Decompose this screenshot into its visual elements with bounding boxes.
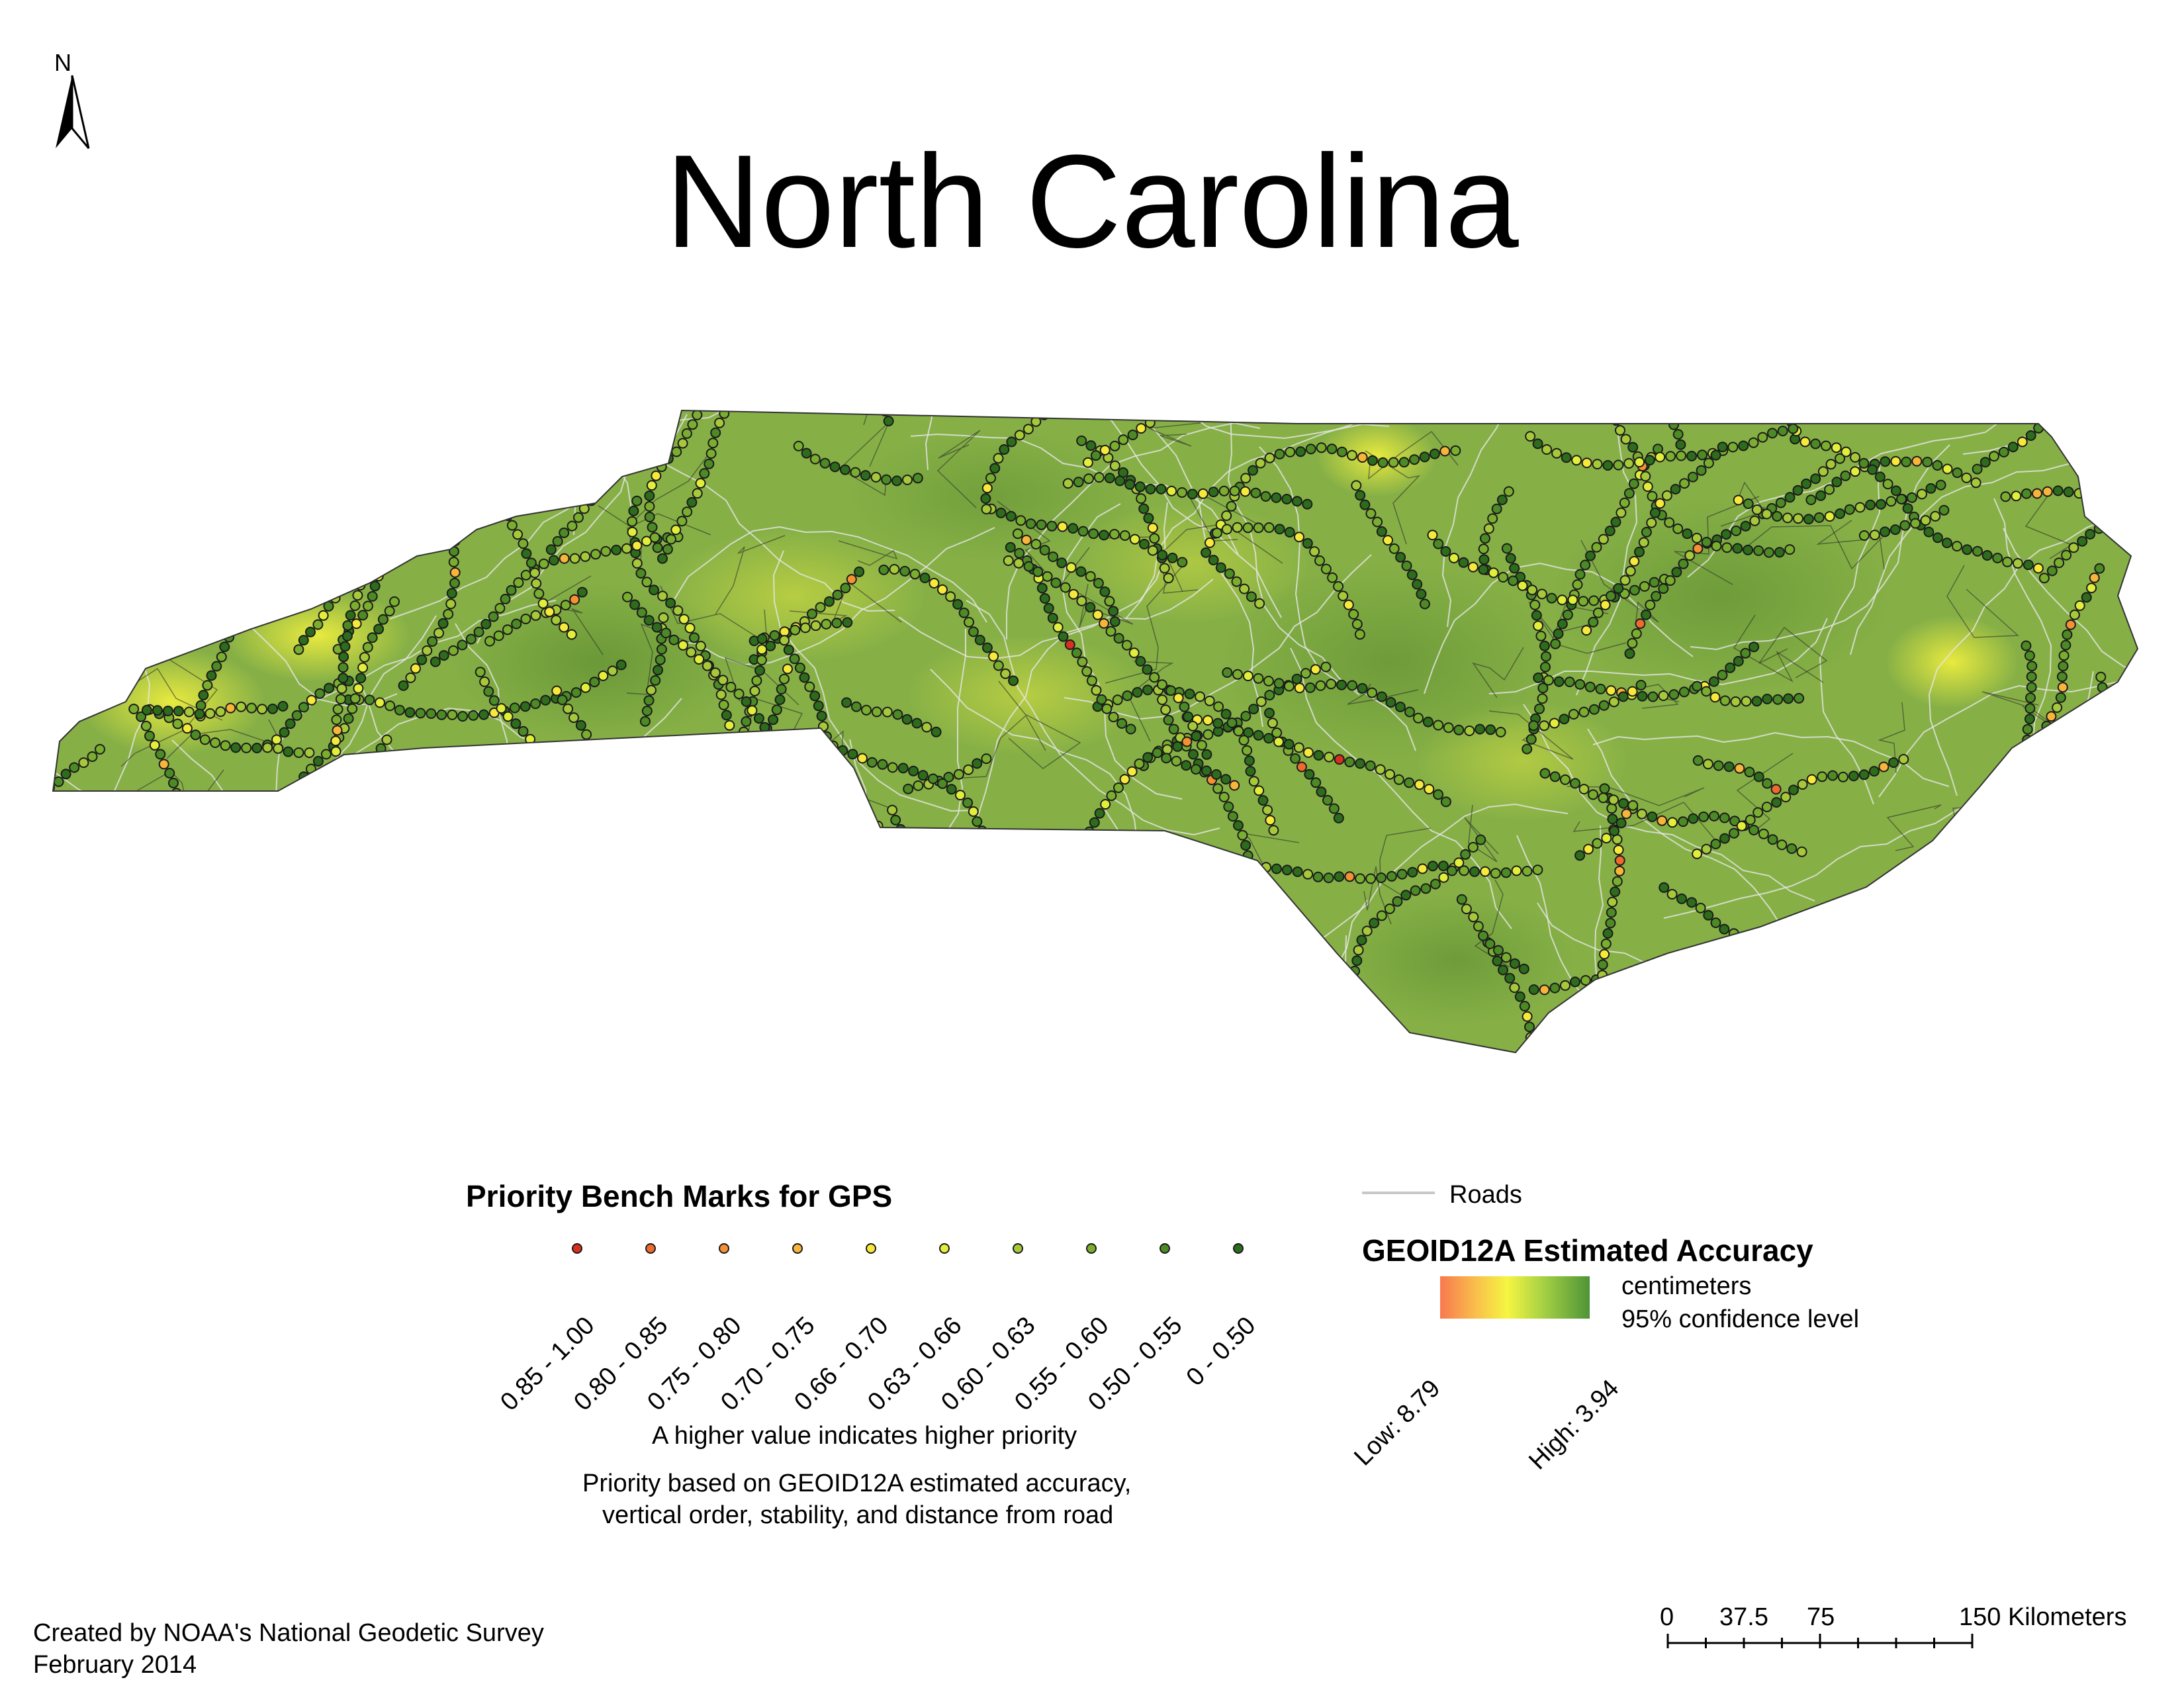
scale-label-150-km: 150 Kilometers	[1959, 1603, 2127, 1631]
accuracy-confidence: 95% confidence level	[1621, 1305, 1860, 1333]
priority-note: A higher value indicates higher priority	[652, 1422, 1077, 1450]
priority-symbol-2	[719, 1243, 729, 1254]
accuracy-unit: centimeters	[1621, 1272, 1752, 1300]
priority-symbol-5	[939, 1243, 950, 1254]
accuracy-color-ramp	[1440, 1276, 1590, 1319]
accuracy-legend-title: GEOID12A Estimated Accuracy	[1362, 1233, 1813, 1268]
priority-symbol-8	[1160, 1243, 1170, 1254]
map-title: North Carolina	[665, 128, 1519, 275]
credit-date: February 2014	[33, 1651, 197, 1679]
priority-symbol-9	[1233, 1243, 1244, 1254]
priority-basis-line-2: vertical order, stability, and distance …	[602, 1501, 1114, 1529]
credit-line: Created by NOAA's National Geodetic Surv…	[33, 1619, 544, 1647]
priority-symbol-6	[1013, 1243, 1023, 1254]
priority-symbol-4	[866, 1243, 876, 1254]
priority-symbol-1	[645, 1243, 656, 1254]
priority-basis-line-1: Priority based on GEOID12A estimated acc…	[582, 1470, 1132, 1497]
north-arrow-label: N	[54, 49, 71, 76]
priority-symbol-0	[572, 1243, 582, 1254]
accuracy-surface	[53, 410, 2138, 1053]
scale-label-75: 75	[1807, 1603, 1835, 1631]
priority-symbol-3	[792, 1243, 803, 1254]
scale-bar	[1666, 1634, 1974, 1648]
roads-legend-symbol	[1362, 1192, 1435, 1194]
roads-legend-label: Roads	[1449, 1181, 1522, 1209]
scale-label-0: 0	[1660, 1603, 1674, 1631]
priority-symbol-7	[1086, 1243, 1097, 1254]
north-arrow-icon	[56, 75, 90, 149]
priority-legend-title: Priority Bench Marks for GPS	[466, 1179, 893, 1213]
scale-label-37-5: 37.5	[1719, 1603, 1768, 1631]
